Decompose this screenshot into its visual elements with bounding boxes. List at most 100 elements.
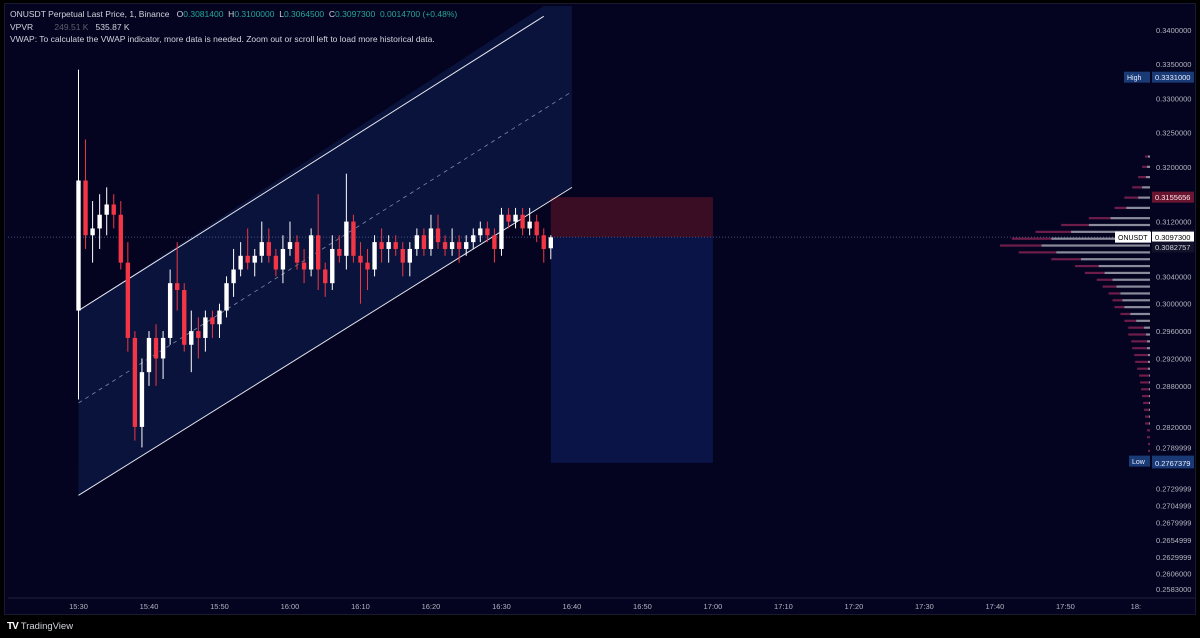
volume-profile-buy-bar bbox=[1130, 312, 1150, 316]
high-value: 0.3100000 bbox=[234, 9, 275, 19]
volume-profile-sell-bar bbox=[1144, 408, 1150, 411]
candle-body bbox=[386, 242, 391, 249]
price-tick-label: 0.2654999 bbox=[1156, 536, 1191, 545]
volume-profile-sell-bar bbox=[1124, 196, 1139, 199]
candle-body bbox=[203, 317, 208, 338]
candle-body bbox=[280, 248, 286, 270]
time-tick-label: 16:20 bbox=[422, 602, 441, 611]
tradingview-name: TradingView bbox=[20, 621, 74, 632]
footer-bar bbox=[0, 615, 1200, 638]
time-tick-label: 17:00 bbox=[704, 602, 723, 611]
volume-profile-buy-bar bbox=[1149, 381, 1150, 384]
candle-body bbox=[153, 337, 159, 359]
tradingview-logo-icon: TV bbox=[7, 621, 19, 632]
price-label-box bbox=[1152, 241, 1194, 253]
stop-loss-zone bbox=[550, 197, 713, 238]
time-tick-label: 16:10 bbox=[351, 602, 370, 611]
time-tick-label: 16:30 bbox=[492, 602, 511, 611]
volume-profile-buy-bar bbox=[1147, 347, 1150, 350]
candle-body bbox=[330, 248, 335, 284]
time-tick-label: 17:40 bbox=[986, 602, 1005, 611]
candle-body bbox=[167, 283, 173, 338]
volume-profile-sell-bar bbox=[1128, 326, 1145, 329]
price-label-tag: ONUSDT bbox=[1118, 235, 1148, 242]
price-label-box bbox=[1152, 231, 1194, 243]
volume-profile-sell-bar bbox=[1137, 367, 1149, 370]
candle-body bbox=[160, 337, 166, 359]
price-label-value: 0.2767379 bbox=[1155, 459, 1190, 468]
tradingview-logo[interactable]: TV TradingView bbox=[7, 621, 73, 632]
volume-profile-buy-bar bbox=[1120, 292, 1150, 295]
time-tick-label: 17:30 bbox=[915, 602, 934, 611]
candle-body bbox=[393, 242, 398, 249]
volume-profile-sell-bar bbox=[1120, 312, 1131, 316]
vpvr-value-2: 535.87 K bbox=[95, 21, 130, 32]
low-value: 0.3064500 bbox=[283, 9, 325, 19]
price-label-box bbox=[1152, 457, 1194, 469]
candle-body bbox=[308, 235, 314, 270]
time-tick-label: 15:30 bbox=[69, 602, 88, 611]
candle-body bbox=[337, 248, 342, 256]
price-axis-bg bbox=[1152, 6, 1195, 598]
price-label-tag-box bbox=[1129, 455, 1150, 467]
candle-body bbox=[400, 248, 405, 263]
chart-legend: ONUSDT Perpetual Last Price, 1, Binance … bbox=[10, 8, 457, 46]
candle-body bbox=[196, 331, 201, 338]
time-tick-label: 16:50 bbox=[633, 602, 652, 611]
time-tick-label: 15:40 bbox=[140, 602, 159, 611]
volume-profile-sell-bar bbox=[1145, 422, 1150, 425]
volume-profile-sell-bar bbox=[1145, 415, 1150, 418]
candle-body bbox=[294, 242, 300, 263]
candle-body bbox=[90, 228, 95, 236]
price-tick-label: 0.3040000 bbox=[1156, 272, 1191, 281]
channel-lower-line bbox=[78, 186, 573, 496]
price-label-value: 0.3097300 bbox=[1155, 233, 1190, 242]
candle-body bbox=[132, 337, 138, 427]
vpvr-value-1: 249.51 K bbox=[54, 21, 89, 32]
candle-body bbox=[139, 372, 145, 427]
price-tick-label: 0.2920000 bbox=[1156, 354, 1191, 363]
volume-profile-buy-bar bbox=[1149, 422, 1150, 425]
candle-body bbox=[379, 242, 384, 249]
candle-body bbox=[534, 221, 539, 236]
symbol-line[interactable]: ONUSDT Perpetual Last Price, 1, Binance bbox=[10, 9, 170, 19]
vpvr-label[interactable]: VPVR bbox=[10, 21, 34, 32]
volume-profile-sell-bar bbox=[1018, 251, 1057, 254]
take-profit-zone bbox=[550, 237, 713, 463]
price-label-value: 0.3331000 bbox=[1155, 73, 1190, 82]
candle-body bbox=[217, 310, 222, 325]
volume-profile-sell-bar bbox=[1142, 395, 1150, 398]
candle-body bbox=[76, 180, 81, 311]
price-tick-label: 0.3200000 bbox=[1156, 163, 1191, 172]
volume-profile-sell-bar bbox=[1096, 278, 1113, 281]
volume-profile-sell-bar bbox=[1132, 186, 1143, 189]
volume-profile-buy-bar bbox=[1116, 285, 1150, 288]
candle-body bbox=[485, 228, 490, 236]
price-label-value: 0.3155656 bbox=[1155, 193, 1190, 202]
volume-profile-buy-bar bbox=[1147, 165, 1150, 168]
volume-profile-sell-bar bbox=[1140, 381, 1150, 384]
candle-body bbox=[548, 237, 553, 249]
time-tick-label: 18: bbox=[1131, 602, 1141, 611]
candle-body bbox=[372, 242, 377, 270]
candle-body bbox=[245, 255, 250, 263]
price-label-value: 0.3082757 bbox=[1155, 243, 1190, 252]
volume-profile-buy-bar bbox=[1146, 333, 1150, 336]
volume-profile-sell-bar bbox=[1147, 429, 1150, 432]
candle-body bbox=[83, 180, 88, 236]
volume-profile-buy-bar bbox=[1136, 319, 1150, 322]
volume-profile-buy-bar bbox=[1147, 340, 1150, 343]
open-label: O bbox=[176, 9, 184, 19]
volume-profile-sell-bar bbox=[1088, 217, 1111, 220]
time-tick-label: 17:10 bbox=[774, 602, 793, 611]
volume-profile-buy-bar bbox=[1148, 367, 1150, 370]
candle-body bbox=[520, 214, 525, 229]
volume-profile-buy-bar bbox=[1098, 264, 1150, 268]
price-tick-label: 0.3250000 bbox=[1156, 129, 1191, 138]
volume-profile-sell-bar bbox=[1075, 264, 1099, 268]
candle-body bbox=[323, 269, 328, 284]
volume-profile-sell-bar bbox=[1143, 401, 1150, 405]
volume-profile-buy-bar bbox=[1126, 206, 1150, 209]
price-tick-label: 0.2729999 bbox=[1156, 484, 1191, 493]
